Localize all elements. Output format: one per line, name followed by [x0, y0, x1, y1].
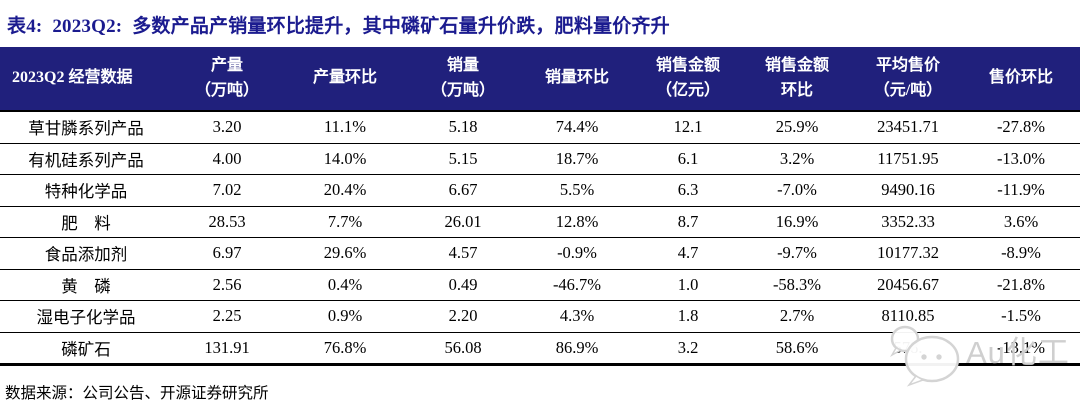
col-header-sales-volume: 销量 （万吨）: [408, 47, 518, 112]
sales-volume-cell: 56.08: [408, 332, 518, 366]
sales-volume-cell: 2.20: [408, 300, 518, 333]
price-qoq-cell: -8.9%: [962, 237, 1080, 270]
col-header-sales-amount-qoq: 销售金额 环比: [740, 47, 854, 112]
output-qoq-cell: 7.7%: [282, 206, 408, 238]
price-qoq-cell: -27.8%: [962, 111, 1080, 144]
data-source-note: 数据来源：公司公告、开源证券研究所: [5, 385, 269, 402]
output-cell: 28.53: [172, 206, 282, 238]
product-name-cell: 黄 磷: [0, 269, 172, 301]
sales-amount-qoq-cell: 3.2%: [740, 143, 854, 175]
table-row: 草甘膦系列产品 3.20 11.1% 5.18 74.4% 12.1 25.9% 23451.…: [0, 111, 1080, 144]
sales-volume-qoq-cell: 18.7%: [518, 143, 636, 175]
operations-data-table: 2023Q2 经营数据 产量 （万吨） 产量环比 销量 （万吨） 销量环比 销售金额 （亿元）销…: [0, 47, 1080, 366]
table-row: 食品添加剂 6.97 29.6% 4.57 -0.9% 4.7 -9.7% 10177.32-…: [0, 237, 1080, 270]
avg-price-cell: 8110.85: [854, 300, 962, 333]
header-row: 2023Q2 经营数据 产量 （万吨） 产量环比 销量 （万吨） 销量环比 销售金额 （亿元）销…: [0, 47, 1080, 112]
sales-amount-qoq-cell: 25.9%: [740, 111, 854, 144]
table-row: 湿电子化学品 2.25 0.9% 2.20 4.3% 1.8 2.7% 8110.85 -1.5…: [0, 300, 1080, 333]
output-cell: 4.00: [172, 143, 282, 175]
output-cell: 131.91: [172, 332, 282, 366]
sales-amount-qoq-cell: 16.9%: [740, 206, 854, 238]
sales-volume-qoq-cell: 5.5%: [518, 174, 636, 207]
sales-volume-qoq-cell: 74.4%: [518, 111, 636, 144]
sales-amount-cell: 12.1: [636, 111, 740, 144]
output-cell: 2.56: [172, 269, 282, 301]
table-row: 肥 料 28.53 7.7% 26.01 12.8% 8.7 16.9% 3352.33 3.6…: [0, 206, 1080, 238]
product-name-cell: 肥 料: [0, 206, 172, 238]
sales-volume-cell: 4.57: [408, 237, 518, 270]
table-header: 2023Q2 经营数据 产量 （万吨） 产量环比 销量 （万吨） 销量环比 销售金额 （亿元）销…: [0, 47, 1080, 112]
table-body: 草甘膦系列产品 3.20 11.1% 5.18 74.4% 12.1 25.9% 23451.…: [0, 111, 1080, 366]
col-header-product: 2023Q2 经营数据: [0, 47, 172, 112]
table-title: 表4: 2023Q2: 多数产品产销量环比提升，其中磷矿石量升价跌，肥料量价齐升: [7, 16, 670, 37]
col-header-output: 产量 （万吨）: [172, 47, 282, 112]
price-qoq-cell: -21.8%: [962, 269, 1080, 301]
sales-amount-cell: 6.1: [636, 143, 740, 175]
avg-price-cell: 11751.95: [854, 143, 962, 175]
output-cell: 7.02: [172, 174, 282, 207]
col-header-sales-volume-qoq: 销量环比: [518, 47, 636, 112]
product-name-cell: 食品添加剂: [0, 237, 172, 270]
avg-price-cell: 23451.71: [854, 111, 962, 144]
col-header-avg-price: 平均售价 （元/吨）: [854, 47, 962, 112]
sales-amount-qoq-cell: -58.3%: [740, 269, 854, 301]
sales-volume-qoq-cell: 86.9%: [518, 332, 636, 366]
product-name-cell: 特种化学品: [0, 174, 172, 207]
output-qoq-cell: 0.9%: [282, 300, 408, 333]
sales-amount-qoq-cell: 58.6%: [740, 332, 854, 366]
col-header-price-qoq: 售价环比: [962, 47, 1080, 112]
sales-volume-cell: 26.01: [408, 206, 518, 238]
sales-volume-qoq-cell: -0.9%: [518, 237, 636, 270]
sales-amount-qoq-cell: 2.7%: [740, 300, 854, 333]
output-qoq-cell: 0.4%: [282, 269, 408, 301]
price-qoq-cell: -11.9%: [962, 174, 1080, 207]
sales-amount-qoq-cell: -7.0%: [740, 174, 854, 207]
output-qoq-cell: 76.8%: [282, 332, 408, 366]
table-row: 有机硅系列产品 4.00 14.0% 5.15 18.7% 6.1 3.2% 11751.95…: [0, 143, 1080, 175]
sales-amount-qoq-cell: -9.7%: [740, 237, 854, 270]
price-qoq-cell: -1.5%: [962, 300, 1080, 333]
price-qoq-cell: -13.1%: [962, 332, 1080, 366]
sales-volume-cell: 0.49: [408, 269, 518, 301]
avg-price-cell: 578.: [854, 332, 962, 366]
col-header-sales-amount: 销售金额 （亿元）: [636, 47, 740, 112]
sales-amount-cell: 3.2: [636, 332, 740, 366]
output-cell: 3.20: [172, 111, 282, 144]
output-qoq-cell: 20.4%: [282, 174, 408, 207]
output-qoq-cell: 11.1%: [282, 111, 408, 144]
table-row: 特种化学品 7.02 20.4% 6.67 5.5% 6.3 -7.0% 9490.16 -11…: [0, 174, 1080, 207]
price-qoq-cell: -13.0%: [962, 143, 1080, 175]
sales-volume-cell: 6.67: [408, 174, 518, 207]
avg-price-cell: 3352.33: [854, 206, 962, 238]
avg-price-cell: 20456.67: [854, 269, 962, 301]
sales-volume-qoq-cell: 12.8%: [518, 206, 636, 238]
product-name-cell: 湿电子化学品: [0, 300, 172, 333]
avg-price-cell: 9490.16: [854, 174, 962, 207]
product-name-cell: 有机硅系列产品: [0, 143, 172, 175]
price-qoq-cell: 3.6%: [962, 206, 1080, 238]
output-qoq-cell: 14.0%: [282, 143, 408, 175]
output-cell: 6.97: [172, 237, 282, 270]
table-row: 黄 磷 2.56 0.4% 0.49 -46.7% 1.0 -58.3% 20456.67 -2…: [0, 269, 1080, 301]
sales-volume-cell: 5.15: [408, 143, 518, 175]
sales-amount-cell: 4.7: [636, 237, 740, 270]
col-header-output-qoq: 产量环比: [282, 47, 408, 112]
sales-volume-cell: 5.18: [408, 111, 518, 144]
sales-amount-cell: 6.3: [636, 174, 740, 207]
product-name-cell: 草甘膦系列产品: [0, 111, 172, 144]
output-qoq-cell: 29.6%: [282, 237, 408, 270]
output-cell: 2.25: [172, 300, 282, 333]
avg-price-cell: 10177.32: [854, 237, 962, 270]
sales-amount-cell: 8.7: [636, 206, 740, 238]
sales-volume-qoq-cell: -46.7%: [518, 269, 636, 301]
sales-amount-cell: 1.8: [636, 300, 740, 333]
table-row: 磷矿石 131.91 76.8% 56.08 86.9% 3.2 58.6% 578. -13.…: [0, 332, 1080, 366]
sales-volume-qoq-cell: 4.3%: [518, 300, 636, 333]
product-name-cell: 磷矿石: [0, 332, 172, 366]
sales-amount-cell: 1.0: [636, 269, 740, 301]
